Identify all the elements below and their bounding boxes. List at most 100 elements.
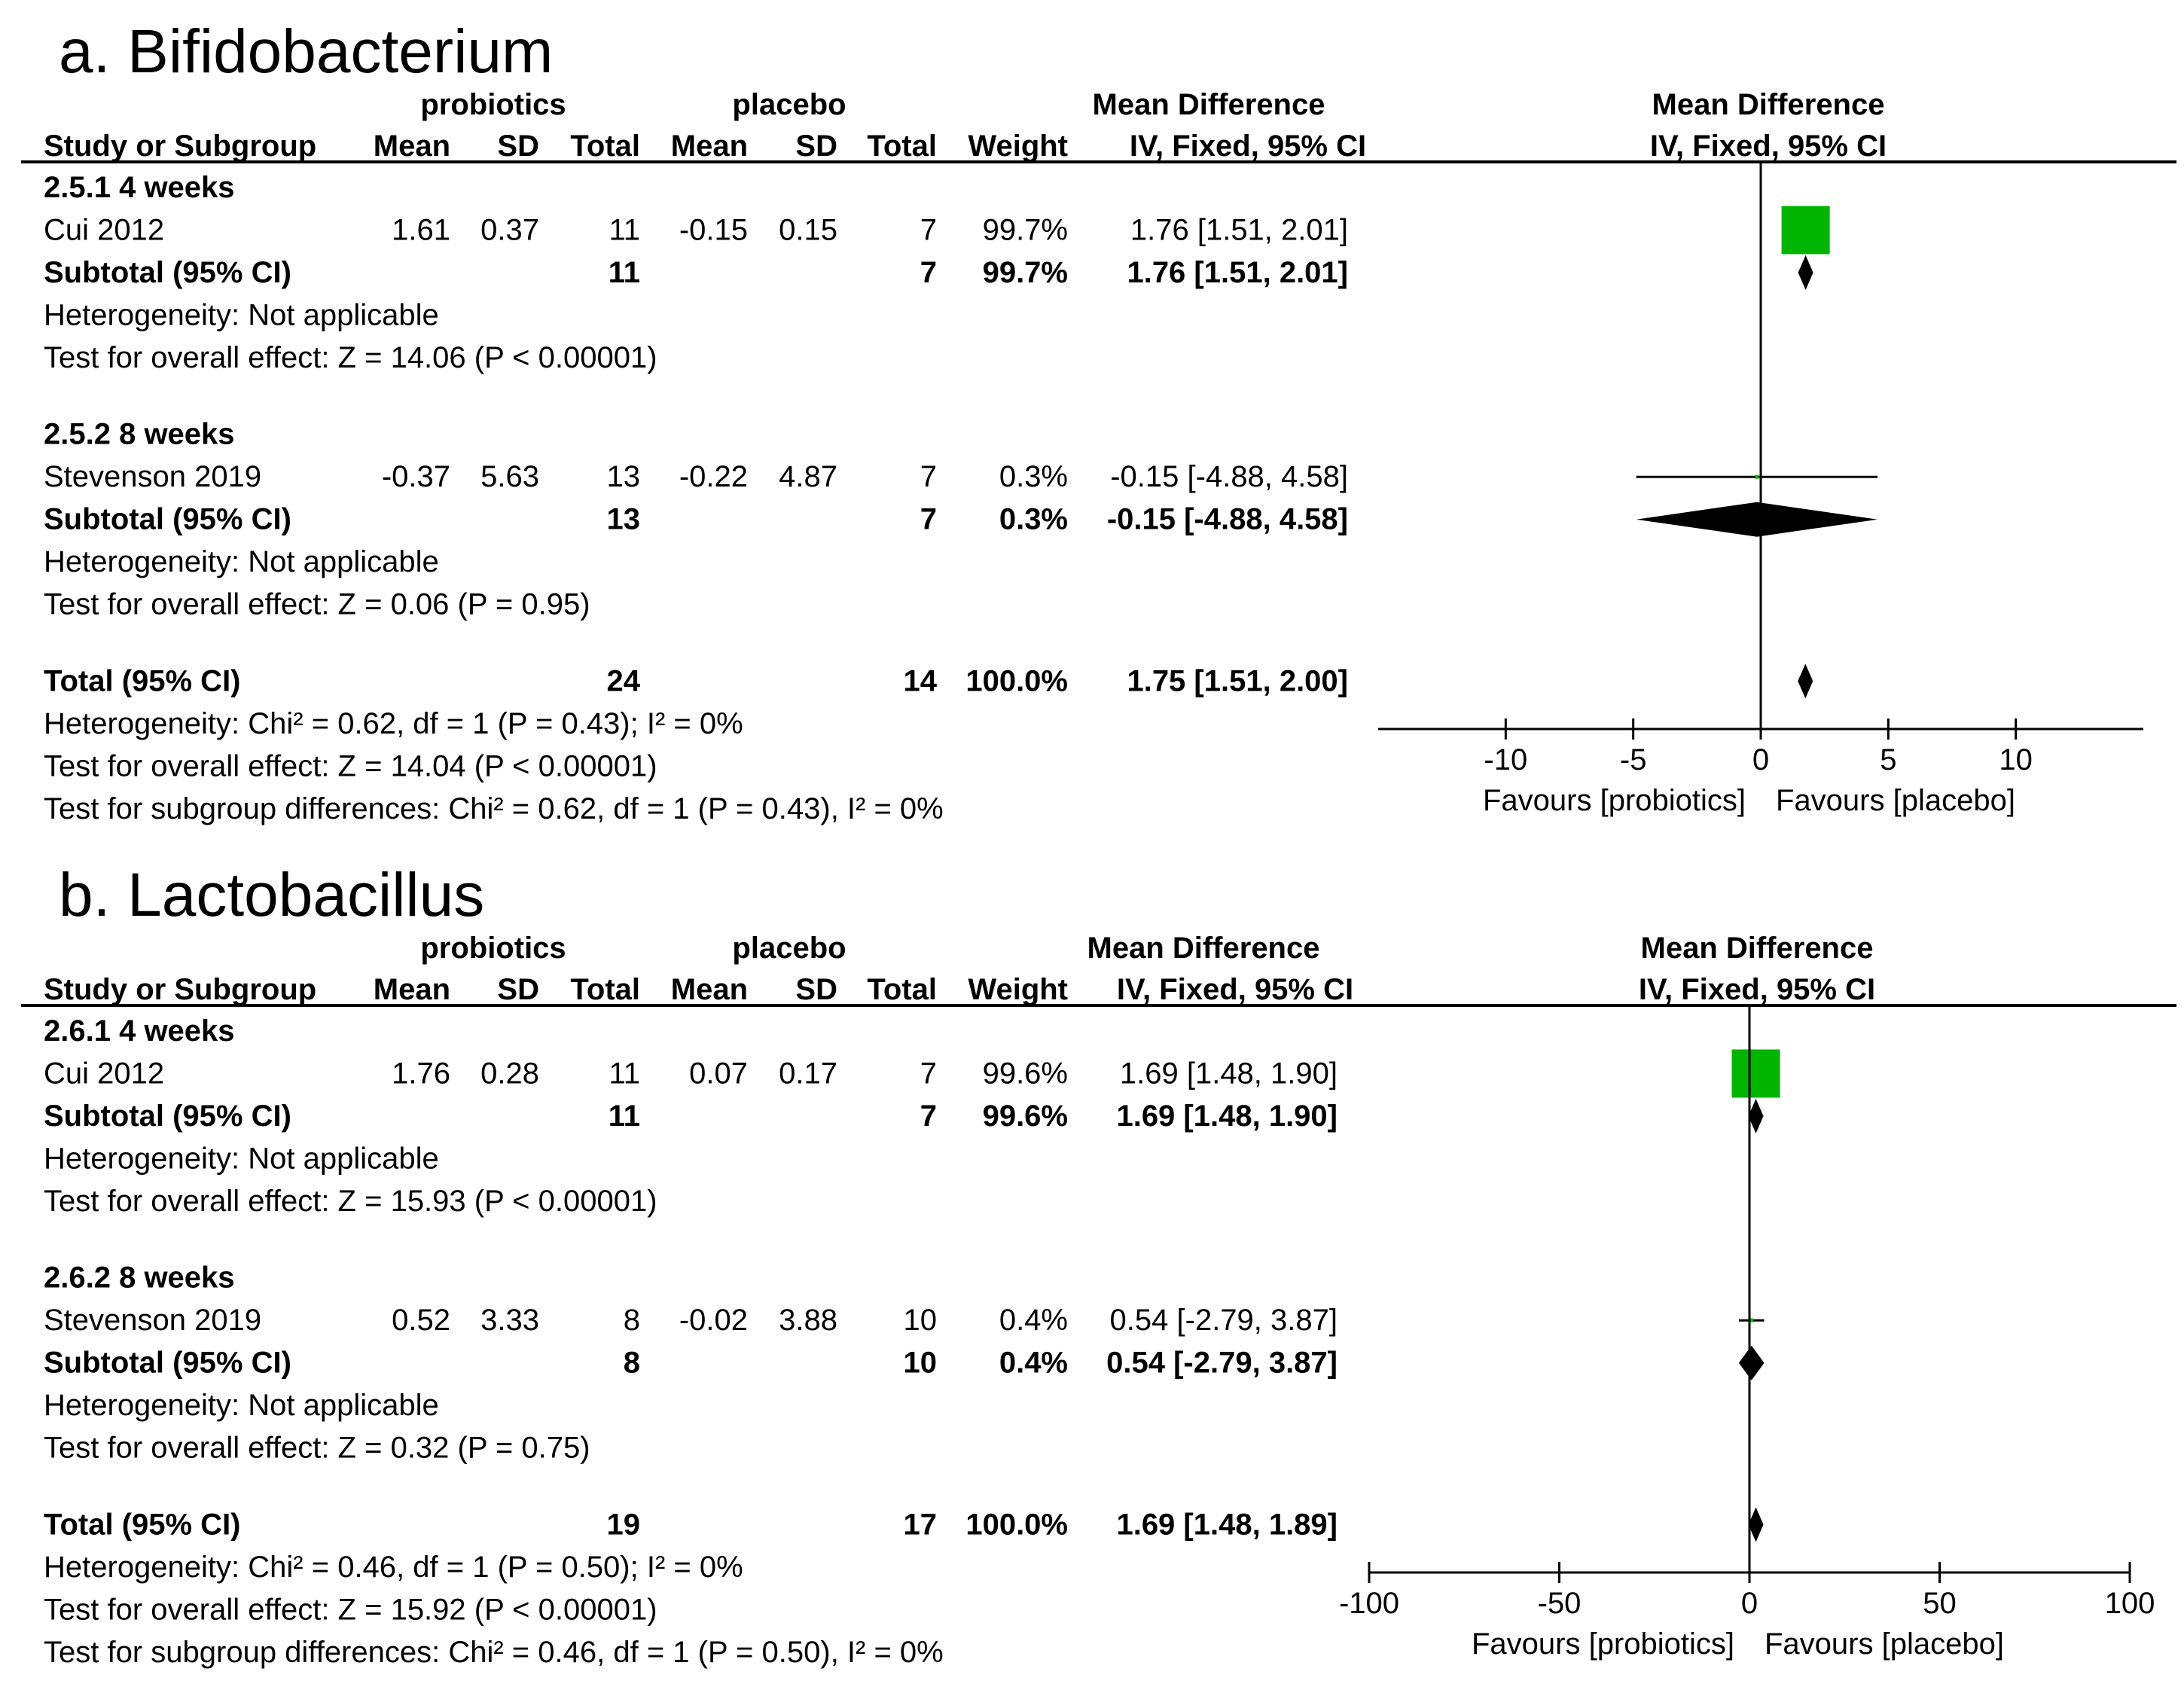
x-tick-label: -10 [1484, 743, 1527, 776]
statistics-note: Test for overall effect: Z = 0.06 (P = 0… [44, 588, 590, 621]
cell-mean-placebo: -0.22 [679, 460, 748, 493]
cell-mean-placebo: -0.15 [679, 214, 748, 247]
statistics-note: Test for overall effect: Z = 14.04 (P < … [44, 749, 657, 782]
favours-right-label: Favours [placebo] [1765, 1627, 2004, 1661]
statistics-note: Test for overall effect: Z = 0.32 (P = 0… [44, 1432, 590, 1465]
cell-ci: 1.76 [1.51, 2.01] [1130, 214, 1348, 247]
subtotal-diamond [1636, 502, 1878, 537]
cell-total-probiotics: 13 [607, 503, 641, 536]
col-header-total-probiotics: Total [570, 130, 640, 163]
subtotal-diamond [1798, 255, 1813, 290]
cell-mean-probiotics: 0.52 [392, 1304, 450, 1337]
x-tick-label: 0 [1752, 743, 1769, 776]
col-header-sd-probiotics: SD [497, 130, 539, 163]
statistics-note: Test for subgroup differences: Chi² = 0.… [44, 1636, 944, 1669]
cell-sd-placebo: 0.15 [779, 214, 837, 247]
cell-total-probiotics: 8 [624, 1347, 640, 1380]
statistics-note: Test for overall effect: Z = 15.93 (P < … [44, 1185, 657, 1218]
total-label: Total (95% CI) [44, 1508, 241, 1541]
col-header-sd-probiotics: SD [497, 973, 539, 1006]
cell-total-probiotics: 11 [609, 214, 640, 247]
cell-weight: 0.4% [999, 1304, 1068, 1337]
header-probiotics: probiotics [420, 88, 566, 121]
statistics-note: Test for overall effect: Z = 14.06 (P < … [44, 341, 657, 374]
cell-total-probiotics: 24 [607, 664, 641, 697]
x-tick-label: -5 [1620, 743, 1647, 776]
header-placebo: placebo [732, 88, 846, 121]
cell-weight: 0.3% [999, 460, 1068, 493]
x-tick-label: 5 [1880, 743, 1896, 776]
panel-title: a. Bifidobacterium [59, 17, 553, 86]
col-header-plot-method: IV, Fixed, 95% CI [1650, 130, 1887, 163]
statistics-note: Heterogeneity: Not applicable [44, 545, 439, 578]
cell-ci: 0.54 [-2.79, 3.87] [1110, 1304, 1338, 1337]
cell-total-placebo: 14 [904, 664, 938, 697]
col-header-study: Study or Subgroup [44, 973, 316, 1006]
cell-total-probiotics: 13 [607, 460, 641, 493]
col-header-method: IV, Fixed, 95% CI [1130, 130, 1366, 163]
cell-sd-placebo: 4.87 [779, 460, 837, 493]
cell-total-placebo: 10 [904, 1304, 938, 1337]
cell-ci: 1.69 [1.48, 1.90] [1116, 1100, 1338, 1133]
subtotal-label: Subtotal (95% CI) [44, 503, 291, 536]
cell-mean-placebo: -0.02 [679, 1304, 748, 1337]
cell-total-placebo: 7 [920, 1100, 937, 1133]
subgroup-heading: 2.6.1 4 weeks [44, 1014, 235, 1048]
subgroup-heading: 2.5.2 8 weeks [44, 418, 235, 451]
x-tick-label: -100 [1339, 1587, 1399, 1620]
statistics-note: Heterogeneity: Not applicable [44, 1389, 439, 1422]
col-header-mean-placebo: Mean [671, 973, 748, 1006]
favours-left-label: Favours [probiotics] [1472, 1627, 1734, 1661]
subgroup-heading: 2.5.1 4 weeks [44, 171, 235, 204]
total-label: Total (95% CI) [44, 664, 241, 697]
statistics-note: Heterogeneity: Chi² = 0.46, df = 1 (P = … [44, 1551, 743, 1584]
cell-total-probiotics: 19 [607, 1508, 641, 1541]
subtotal-label: Subtotal (95% CI) [44, 256, 291, 289]
cell-mean-probiotics: 1.76 [392, 1057, 450, 1091]
statistics-note: Heterogeneity: Not applicable [44, 299, 439, 332]
cell-ci: 1.76 [1.51, 2.01] [1127, 256, 1348, 289]
cell-sd-probiotics: 0.37 [480, 214, 539, 247]
cell-total-placebo: 7 [920, 460, 937, 493]
x-tick-label: 0 [1741, 1587, 1758, 1620]
col-header-mean-probiotics: Mean [374, 973, 450, 1006]
header-placebo: placebo [732, 932, 846, 965]
statistics-note: Heterogeneity: Chi² = 0.62, df = 1 (P = … [44, 707, 743, 740]
col-header-mean-probiotics: Mean [374, 130, 450, 163]
study-name: Cui 2012 [44, 214, 164, 247]
total-diamond [1748, 1507, 1764, 1542]
study-name: Stevenson 2019 [44, 460, 261, 493]
header-plot-mean-difference: Mean Difference [1641, 932, 1874, 965]
header-plot-mean-difference: Mean Difference [1652, 88, 1885, 121]
cell-weight: 100.0% [965, 664, 1068, 697]
cell-total-placebo: 10 [904, 1347, 938, 1380]
cell-mean-probiotics: -0.37 [382, 460, 450, 493]
cell-ci: 0.54 [-2.79, 3.87] [1106, 1347, 1338, 1380]
study-weight-box [1749, 1318, 1754, 1322]
col-header-sd-placebo: SD [795, 130, 837, 163]
cell-mean-probiotics: 1.61 [392, 214, 450, 247]
cell-sd-placebo: 3.88 [779, 1304, 837, 1337]
subgroup-heading: 2.6.2 8 weeks [44, 1261, 235, 1295]
cell-weight: 0.4% [999, 1347, 1068, 1380]
subtotal-diamond [1748, 1099, 1764, 1133]
cell-total-probiotics: 8 [624, 1304, 640, 1337]
cell-ci: 1.69 [1.48, 1.89] [1116, 1508, 1338, 1541]
col-header-mean-placebo: Mean [671, 130, 748, 163]
cell-total-placebo: 7 [920, 1057, 937, 1091]
header-probiotics: probiotics [420, 932, 566, 965]
col-header-total-placebo: Total [867, 973, 937, 1006]
x-tick-label: 100 [2105, 1587, 2155, 1620]
favours-left-label: Favours [probiotics] [1483, 784, 1746, 817]
col-header-plot-method: IV, Fixed, 95% CI [1639, 973, 1875, 1006]
study-name: Stevenson 2019 [44, 1304, 261, 1337]
cell-weight: 100.0% [965, 1508, 1068, 1541]
study-name: Cui 2012 [44, 1057, 164, 1091]
col-header-study: Study or Subgroup [44, 130, 316, 163]
cell-total-placebo: 17 [904, 1508, 938, 1541]
col-header-weight: Weight [968, 973, 1068, 1006]
